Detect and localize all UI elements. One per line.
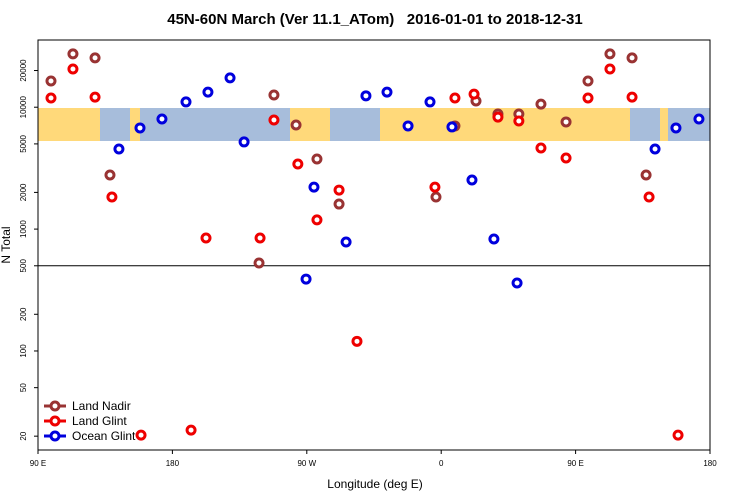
point xyxy=(360,90,372,102)
point xyxy=(238,136,250,148)
point xyxy=(468,88,480,100)
point xyxy=(333,184,345,196)
point xyxy=(640,169,652,181)
point xyxy=(268,114,280,126)
point xyxy=(513,115,525,127)
point xyxy=(89,52,101,64)
point xyxy=(311,153,323,165)
legend-marker xyxy=(49,400,61,412)
point xyxy=(104,169,116,181)
y-tick-label: 100 xyxy=(19,344,28,358)
point xyxy=(560,152,572,164)
point xyxy=(156,113,168,125)
point xyxy=(45,92,57,104)
point xyxy=(113,143,125,155)
y-tick-label: 200 xyxy=(19,307,28,321)
point xyxy=(488,233,500,245)
point xyxy=(626,91,638,103)
point xyxy=(672,429,684,441)
point xyxy=(604,48,616,60)
point xyxy=(492,111,504,123)
legend-label: Land Nadir xyxy=(72,399,131,413)
point xyxy=(446,121,458,133)
point xyxy=(224,72,236,84)
point xyxy=(381,86,393,98)
point xyxy=(202,86,214,98)
legend-marker xyxy=(49,430,61,442)
legend-label: Land Glint xyxy=(72,414,127,428)
point xyxy=(582,75,594,87)
legend-marker xyxy=(49,415,61,427)
point xyxy=(106,191,118,203)
x-tick-label: 90 E xyxy=(30,459,46,468)
point xyxy=(604,63,616,75)
y-tick-label: 2000 xyxy=(19,183,28,201)
point xyxy=(535,142,547,154)
point xyxy=(670,122,682,134)
point xyxy=(180,96,192,108)
point xyxy=(429,181,441,193)
point xyxy=(430,191,442,203)
point xyxy=(308,181,320,193)
x-tick-label: 90 W xyxy=(297,459,316,468)
x-tick-label: 180 xyxy=(166,459,180,468)
plot-frame xyxy=(37,39,711,451)
point xyxy=(300,273,312,285)
point xyxy=(45,75,57,87)
point xyxy=(254,232,266,244)
y-tick-label: 50 xyxy=(19,383,28,392)
point xyxy=(311,214,323,226)
point xyxy=(582,92,594,104)
point xyxy=(134,122,146,134)
point xyxy=(89,91,101,103)
point xyxy=(626,52,638,64)
y-tick-label: 5000 xyxy=(19,134,28,152)
point xyxy=(466,174,478,186)
x-tick-label: 90 E xyxy=(567,459,583,468)
point xyxy=(560,116,572,128)
point xyxy=(449,92,461,104)
chart-title: 45N-60N March (Ver 11.1_ATom) 2016-01-01… xyxy=(167,11,583,28)
point xyxy=(290,119,302,131)
point xyxy=(67,48,79,60)
point xyxy=(649,143,661,155)
y-tick-label: 500 xyxy=(19,259,28,273)
x-tick-label: 180 xyxy=(703,459,717,468)
point xyxy=(402,120,414,132)
point xyxy=(253,257,265,269)
y-tick-label: 10000 xyxy=(19,96,28,119)
point xyxy=(693,113,705,125)
x-tick-label: 0 xyxy=(439,459,444,468)
point xyxy=(535,98,547,110)
point xyxy=(511,277,523,289)
point xyxy=(67,63,79,75)
y-tick-label: 20000 xyxy=(19,59,28,82)
point xyxy=(292,158,304,170)
y-tick-label: 1000 xyxy=(19,220,28,238)
y-axis-label: N Total xyxy=(0,226,13,263)
y-tick-label: 20 xyxy=(19,431,28,440)
point xyxy=(340,236,352,248)
point xyxy=(643,191,655,203)
point xyxy=(185,424,197,436)
point xyxy=(424,96,436,108)
point xyxy=(135,429,147,441)
point xyxy=(351,335,363,347)
x-axis-label: Longitude (deg E) xyxy=(327,477,422,491)
point xyxy=(200,232,212,244)
legend-label: Ocean Glint xyxy=(72,429,136,443)
point xyxy=(333,198,345,210)
map-band xyxy=(38,108,710,141)
point xyxy=(268,89,280,101)
